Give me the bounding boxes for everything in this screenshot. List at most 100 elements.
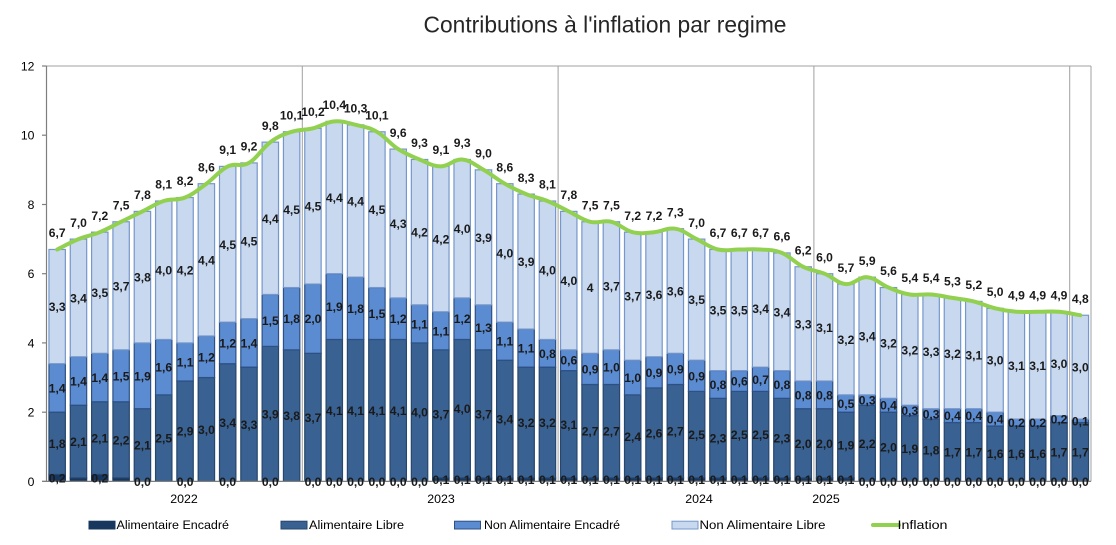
svg-text:12: 12 xyxy=(21,59,35,73)
svg-text:6,2: 6,2 xyxy=(795,244,812,258)
svg-text:1,1: 1,1 xyxy=(411,317,428,331)
svg-text:2,5: 2,5 xyxy=(731,428,748,442)
svg-text:0,0: 0,0 xyxy=(880,475,897,489)
svg-text:0,3: 0,3 xyxy=(901,404,918,418)
svg-text:7,8: 7,8 xyxy=(134,188,151,202)
svg-text:1,5: 1,5 xyxy=(262,314,279,328)
svg-text:3,9: 3,9 xyxy=(262,407,279,421)
svg-text:9,3: 9,3 xyxy=(454,136,471,150)
svg-text:Alimentaire Encadré: Alimentaire Encadré xyxy=(117,518,230,532)
svg-text:0,1: 0,1 xyxy=(773,473,790,487)
svg-text:2,2: 2,2 xyxy=(859,437,876,451)
svg-text:1,5: 1,5 xyxy=(368,307,385,321)
svg-text:5,0: 5,0 xyxy=(987,285,1004,299)
svg-text:6,6: 6,6 xyxy=(773,230,790,244)
svg-text:3,1: 3,1 xyxy=(560,418,577,432)
svg-text:7,2: 7,2 xyxy=(624,209,641,223)
svg-text:5,2: 5,2 xyxy=(965,278,982,292)
svg-text:3,0: 3,0 xyxy=(987,354,1004,368)
svg-text:3,1: 3,1 xyxy=(1029,359,1046,373)
svg-text:1,2: 1,2 xyxy=(219,336,236,350)
svg-text:2,7: 2,7 xyxy=(667,425,684,439)
svg-text:3,4: 3,4 xyxy=(752,302,769,316)
svg-text:0,6: 0,6 xyxy=(560,354,577,368)
svg-text:1,6: 1,6 xyxy=(1029,447,1046,461)
svg-text:3,2: 3,2 xyxy=(539,416,556,430)
svg-text:0,2: 0,2 xyxy=(91,471,108,485)
svg-text:0,1: 0,1 xyxy=(475,473,492,487)
svg-text:7,2: 7,2 xyxy=(91,209,108,223)
svg-text:0,0: 0,0 xyxy=(134,475,151,489)
svg-text:0,0: 0,0 xyxy=(347,475,364,489)
svg-text:0,0: 0,0 xyxy=(305,475,322,489)
svg-text:0,0: 0,0 xyxy=(177,475,194,489)
svg-text:0: 0 xyxy=(28,475,35,489)
svg-text:4,2: 4,2 xyxy=(411,226,428,240)
svg-text:2023: 2023 xyxy=(427,492,455,506)
svg-text:9,0: 9,0 xyxy=(475,147,492,161)
svg-text:3,5: 3,5 xyxy=(688,293,705,307)
svg-text:7,5: 7,5 xyxy=(113,199,130,213)
svg-text:3,4: 3,4 xyxy=(219,416,236,430)
svg-text:9,1: 9,1 xyxy=(219,143,236,157)
svg-text:0,1: 0,1 xyxy=(603,473,620,487)
svg-text:3,9: 3,9 xyxy=(475,231,492,245)
svg-text:0,2: 0,2 xyxy=(1029,416,1046,430)
svg-text:2024: 2024 xyxy=(685,492,713,506)
svg-text:4,4: 4,4 xyxy=(326,191,343,205)
svg-text:4,5: 4,5 xyxy=(305,200,322,214)
svg-text:1,7: 1,7 xyxy=(1072,446,1089,460)
svg-text:0,9: 0,9 xyxy=(646,366,663,380)
svg-text:2022: 2022 xyxy=(170,492,198,506)
svg-text:5,4: 5,4 xyxy=(901,271,918,285)
svg-text:0,6: 0,6 xyxy=(731,375,748,389)
svg-text:2,0: 2,0 xyxy=(305,312,322,326)
svg-text:0,9: 0,9 xyxy=(667,362,684,376)
svg-text:1,9: 1,9 xyxy=(134,369,151,383)
svg-text:5,9: 5,9 xyxy=(859,254,876,268)
svg-text:4,0: 4,0 xyxy=(539,264,556,278)
svg-text:5,6: 5,6 xyxy=(880,264,897,278)
svg-text:3,3: 3,3 xyxy=(923,345,940,359)
svg-text:4,5: 4,5 xyxy=(241,234,258,248)
svg-text:6,7: 6,7 xyxy=(731,226,748,240)
svg-text:3,5: 3,5 xyxy=(710,304,727,318)
svg-text:0,0: 0,0 xyxy=(219,475,236,489)
svg-text:3,8: 3,8 xyxy=(283,409,300,423)
svg-text:Non Alimentaire Libre: Non Alimentaire Libre xyxy=(700,518,826,532)
svg-text:1,8: 1,8 xyxy=(347,302,364,316)
svg-text:4: 4 xyxy=(28,336,35,350)
svg-text:0,2: 0,2 xyxy=(49,471,66,485)
svg-text:Inflation: Inflation xyxy=(898,518,948,532)
svg-text:1,4: 1,4 xyxy=(49,381,66,395)
svg-text:2,6: 2,6 xyxy=(646,426,663,440)
svg-text:10: 10 xyxy=(21,129,35,143)
svg-text:4,1: 4,1 xyxy=(347,404,364,418)
svg-text:8,3: 8,3 xyxy=(518,171,535,185)
svg-text:0,4: 0,4 xyxy=(880,399,897,413)
svg-text:4,1: 4,1 xyxy=(326,404,343,418)
svg-text:5,4: 5,4 xyxy=(923,271,940,285)
svg-text:2,1: 2,1 xyxy=(134,439,151,453)
svg-text:1,6: 1,6 xyxy=(1008,447,1025,461)
svg-text:0,1: 0,1 xyxy=(582,473,599,487)
svg-text:4: 4 xyxy=(587,281,594,295)
svg-text:1,1: 1,1 xyxy=(432,324,449,338)
svg-text:4,1: 4,1 xyxy=(390,404,407,418)
svg-text:7,0: 7,0 xyxy=(688,216,705,230)
svg-text:9,3: 9,3 xyxy=(411,136,428,150)
svg-text:4,5: 4,5 xyxy=(283,203,300,217)
svg-text:0,8: 0,8 xyxy=(773,378,790,392)
svg-text:0,0: 0,0 xyxy=(1008,475,1025,489)
svg-text:2,5: 2,5 xyxy=(155,432,172,446)
svg-text:1,3: 1,3 xyxy=(475,321,492,335)
svg-text:4,0: 4,0 xyxy=(496,246,513,260)
svg-text:2,7: 2,7 xyxy=(603,425,620,439)
svg-text:2,5: 2,5 xyxy=(688,428,705,442)
svg-text:10,1: 10,1 xyxy=(365,109,389,123)
svg-text:8,1: 8,1 xyxy=(539,178,556,192)
svg-text:3,4: 3,4 xyxy=(70,291,87,305)
svg-text:0,1: 0,1 xyxy=(624,473,641,487)
svg-text:3,0: 3,0 xyxy=(198,423,215,437)
svg-text:0,1: 0,1 xyxy=(539,473,556,487)
